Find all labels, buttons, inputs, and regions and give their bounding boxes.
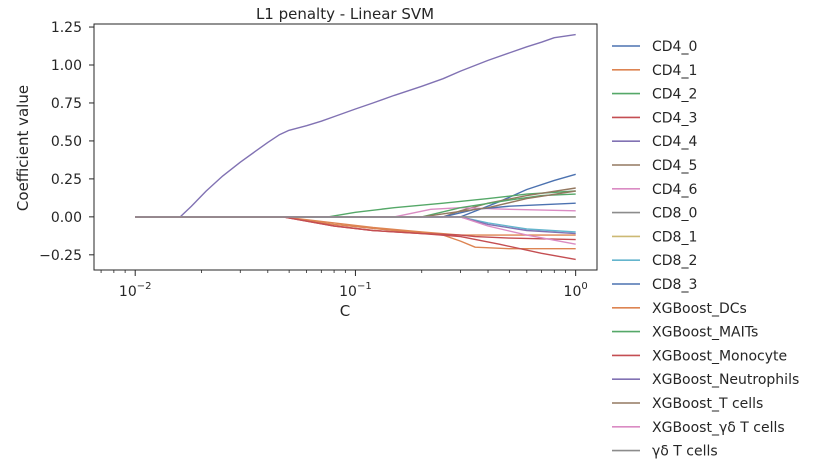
- series-line-2: [135, 190, 576, 218]
- legend-item: CD8_3: [612, 277, 697, 293]
- legend-item: CD4_1: [612, 63, 697, 79]
- y-axis-label: Coefficient value: [14, 85, 32, 211]
- series-line-16: [135, 216, 576, 245]
- legend-item: XGBoost_T cells: [612, 396, 763, 412]
- y-tick-label: 0.00: [51, 210, 82, 226]
- legend-label: CD8_0: [652, 206, 697, 222]
- x-tick-label: 100: [564, 281, 588, 300]
- series-line-13: [135, 216, 576, 241]
- y-axis: −0.25 0.00 0.25 0.50 0.75 1.00 1.25: [39, 20, 94, 264]
- chart-title: L1 penalty - Linear SVM: [256, 5, 434, 23]
- plot-lines: [135, 33, 576, 261]
- legend-item: CD8_0: [612, 206, 697, 222]
- legend-label: CD4_6: [652, 182, 697, 198]
- legend-label: CD8_3: [652, 277, 697, 293]
- legend-item: XGBoost_Monocyte: [612, 348, 787, 364]
- legend: CD4_0 CD4_1 CD4_2 CD4_3 CD4_4 CD4_5 CD4_6 CD8_0…: [612, 39, 799, 460]
- legend-label: CD8_2: [652, 253, 697, 269]
- legend-label: CD4_3: [652, 110, 697, 126]
- y-tick-label: 1.25: [51, 20, 82, 36]
- legend-item: γδ T cells: [612, 444, 718, 460]
- x-axis: 10−2 10−1 100: [100, 270, 588, 300]
- x-axis-label: C: [340, 302, 350, 320]
- legend-label: CD4_0: [652, 39, 697, 55]
- legend-label: XGBoost_MAITs: [652, 325, 758, 341]
- plot-frame: [93, 23, 598, 271]
- legend-label: XGBoost_γδ T cells: [652, 420, 785, 436]
- series-line-9: [135, 216, 576, 233]
- y-tick-label: 0.75: [51, 96, 82, 112]
- series-line-15: [135, 190, 576, 218]
- y-tick-label: 1.00: [51, 58, 82, 74]
- legend-item: CD4_4: [612, 134, 697, 150]
- legend-label: XGBoost_Neutrophils: [652, 372, 799, 388]
- legend-label: CD8_1: [652, 229, 697, 245]
- y-tick-label: 0.25: [51, 172, 82, 188]
- legend-item: XGBoost_Neutrophils: [612, 372, 799, 388]
- y-tick-label: 0.50: [51, 134, 82, 150]
- x-tick-label: 10−1: [339, 281, 372, 300]
- legend-item: CD4_5: [612, 158, 697, 174]
- legend-label: XGBoost_Monocyte: [652, 348, 787, 364]
- legend-item: CD8_2: [612, 253, 697, 269]
- legend-item: XGBoost_γδ T cells: [612, 420, 785, 436]
- legend-item: CD8_1: [612, 229, 697, 245]
- legend-label: CD4_4: [652, 134, 697, 150]
- legend-label: γδ T cells: [652, 444, 718, 460]
- legend-item: CD4_2: [612, 87, 697, 103]
- x-tick-label: 10−2: [119, 281, 152, 300]
- legend-label: XGBoost_T cells: [652, 396, 763, 412]
- legend-label: CD4_1: [652, 63, 697, 79]
- legend-item: XGBoost_DCs: [612, 301, 747, 317]
- legend-item: CD4_0: [612, 39, 697, 55]
- legend-item: XGBoost_MAITs: [612, 325, 758, 341]
- legend-label: CD4_2: [652, 87, 697, 103]
- legend-label: CD4_5: [652, 158, 697, 174]
- series-line-1: [135, 216, 576, 250]
- legend-item: CD4_6: [612, 182, 697, 198]
- series-line-10: [135, 202, 576, 218]
- legend-label: XGBoost_DCs: [652, 301, 747, 317]
- y-tick-label: −0.25: [39, 248, 82, 264]
- legend-item: CD4_3: [612, 110, 697, 126]
- series-line-4: [135, 33, 576, 218]
